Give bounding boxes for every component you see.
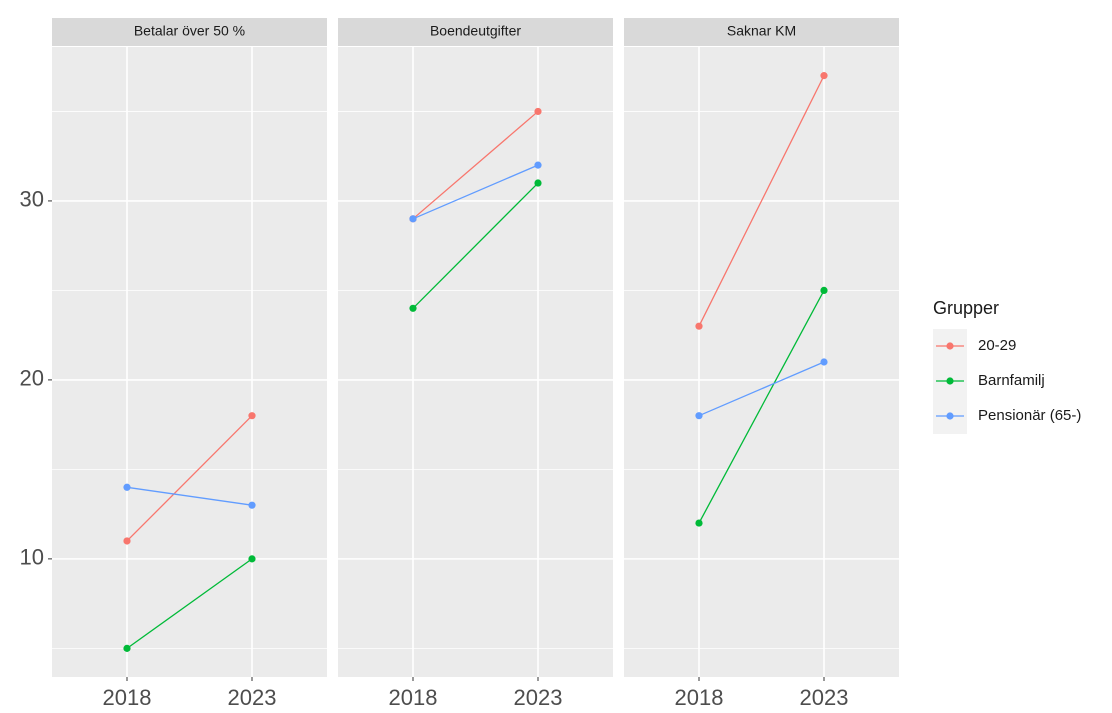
series-line bbox=[412, 110, 539, 220]
facet-title: Saknar KM bbox=[727, 23, 796, 39]
point bbox=[695, 322, 703, 330]
series-line bbox=[126, 415, 253, 542]
legend-point bbox=[946, 412, 954, 420]
x-tick-label: 2023 bbox=[228, 685, 277, 710]
x-tick-label: 2018 bbox=[675, 685, 724, 710]
point bbox=[820, 358, 828, 366]
y-tick-label: 10 bbox=[20, 545, 44, 570]
legend-label: Barnfamilj bbox=[978, 372, 1045, 389]
point bbox=[248, 555, 256, 563]
legend-point bbox=[946, 342, 954, 350]
x-tick-label: 2018 bbox=[103, 685, 152, 710]
point bbox=[534, 161, 542, 169]
x-tick-label: 2023 bbox=[800, 685, 849, 710]
point bbox=[248, 501, 256, 509]
point bbox=[695, 519, 703, 527]
facet-title: Betalar över 50 % bbox=[134, 23, 245, 39]
strip bbox=[52, 18, 327, 46]
series-line bbox=[698, 290, 825, 524]
series-line bbox=[126, 558, 253, 649]
series-line bbox=[412, 164, 539, 220]
point bbox=[123, 483, 131, 491]
point bbox=[534, 107, 542, 116]
point bbox=[409, 215, 417, 223]
facet-title: Boendeutgifter bbox=[430, 23, 521, 39]
series-line bbox=[126, 486, 253, 506]
point bbox=[248, 412, 256, 420]
point bbox=[820, 286, 828, 295]
point bbox=[409, 304, 417, 312]
legend-point bbox=[946, 377, 954, 385]
panel-background bbox=[52, 47, 327, 677]
series-line bbox=[698, 75, 825, 327]
panel-background bbox=[338, 47, 613, 677]
strip bbox=[338, 18, 613, 46]
point bbox=[820, 72, 828, 80]
point bbox=[123, 644, 131, 652]
point bbox=[695, 412, 703, 420]
x-tick-label: 2023 bbox=[514, 685, 563, 710]
x-tick-label: 2018 bbox=[389, 685, 438, 710]
y-tick-label: 20 bbox=[20, 366, 44, 391]
y-tick-label: 30 bbox=[20, 187, 44, 212]
series-line bbox=[412, 182, 539, 309]
series-line bbox=[698, 361, 825, 417]
legend-label: Pensionär (65-) bbox=[978, 407, 1081, 424]
legend-label: 20-29 bbox=[978, 337, 1016, 354]
point bbox=[534, 179, 542, 187]
legend-title: Grupper bbox=[933, 298, 999, 318]
point bbox=[123, 537, 131, 545]
strip bbox=[624, 18, 899, 46]
panel-background bbox=[624, 47, 899, 677]
